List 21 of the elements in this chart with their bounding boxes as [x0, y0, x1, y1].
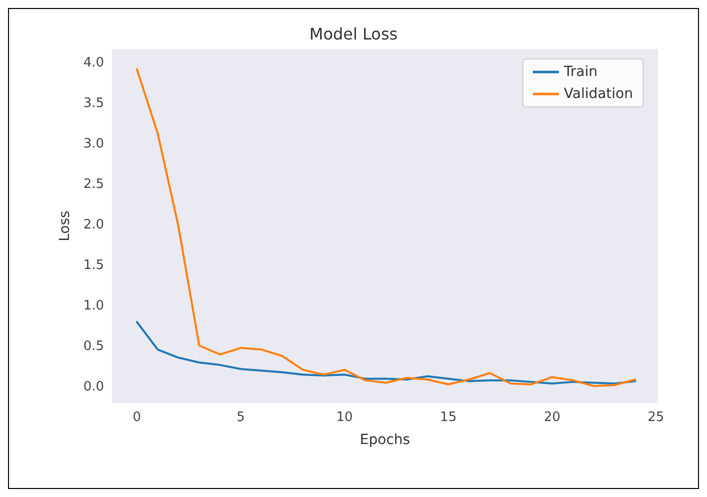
y-tick-label: 2.0 — [83, 217, 104, 232]
chart-title: Model Loss — [309, 24, 398, 44]
x-axis-title: Epochs — [360, 432, 410, 448]
x-tick-label: 5 — [236, 410, 245, 425]
y-tick-label: 3.5 — [83, 96, 104, 111]
y-tick-label: 1.5 — [83, 258, 104, 273]
x-tick-label: 15 — [440, 410, 457, 425]
y-tick-label: 2.5 — [83, 176, 104, 192]
x-tick-label: 0 — [132, 410, 142, 425]
legend-label: Validation — [564, 86, 634, 102]
line-series — [136, 320, 636, 385]
x-tick-label: 20 — [544, 410, 560, 425]
y-tick-label: 1.0 — [83, 298, 104, 314]
legend-label: Train — [562, 64, 598, 80]
x-tick-label: 25 — [648, 410, 664, 425]
y-tick-label: 3.0 — [83, 136, 104, 152]
y-axis-title: Loss — [57, 210, 73, 242]
y-tick-label: 4.0 — [83, 55, 104, 70]
y-tick-label: 0.5 — [83, 338, 104, 354]
x-tick-label: 10 — [336, 410, 353, 425]
y-tick-label: 0.0 — [83, 379, 104, 394]
